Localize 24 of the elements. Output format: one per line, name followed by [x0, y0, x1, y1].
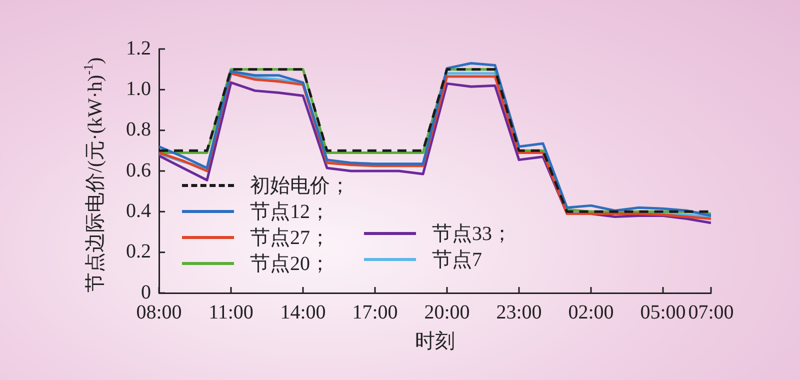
x-tick-label: 07:00: [688, 301, 734, 324]
x-tick-label: 23:00: [496, 301, 542, 324]
y-tick-label: 0.4: [126, 200, 151, 222]
legend-label: 节点33；: [432, 222, 512, 248]
x-tick-label: 08:00: [136, 301, 182, 324]
y-tick-label: 0: [141, 281, 151, 304]
legend-label: 节点12；: [250, 200, 330, 225]
y-tick-label: 0.6: [126, 159, 151, 182]
legend-label: 节点20；: [250, 252, 330, 277]
x-tick-label: 20:00: [424, 301, 470, 324]
x-axis-title: 时刻: [415, 330, 455, 352]
y-tick-label: 0.8: [126, 118, 151, 141]
legend-label: 节点7: [432, 248, 482, 274]
x-tick-label: 02:00: [568, 301, 614, 324]
legend-label: 初始电价；: [250, 174, 350, 199]
x-tick-label: 11:00: [208, 301, 254, 324]
y-tick-label: 1.0: [126, 78, 151, 100]
y-tick-label: 0.2: [126, 240, 151, 263]
y-axis-title: 节点边际电价/(元·(kW·h)-1): [80, 57, 106, 293]
x-tick-label: 17:00: [352, 301, 398, 324]
legend-label: 节点27；: [250, 226, 330, 251]
y-tick-label: 1.2: [126, 37, 151, 60]
x-tick-label: 05:00: [640, 301, 686, 324]
x-tick-label: 14:00: [280, 301, 326, 324]
